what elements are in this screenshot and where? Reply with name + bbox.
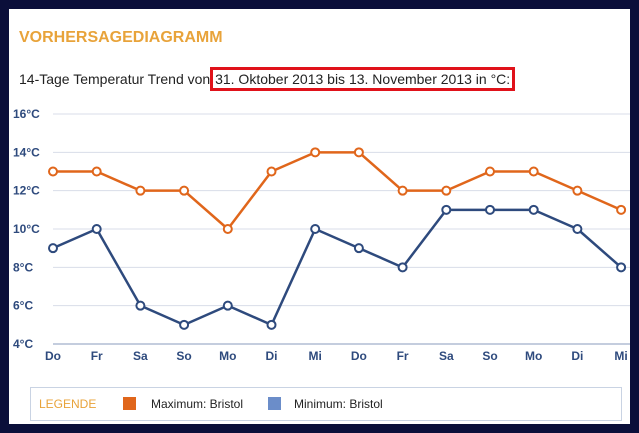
data-point-max xyxy=(266,166,277,177)
data-point-max xyxy=(616,204,627,215)
x-tick-label: Sa xyxy=(133,349,148,363)
data-point-min xyxy=(485,204,495,215)
y-tick-label: 4°C xyxy=(13,337,33,351)
data-point-min xyxy=(135,300,146,311)
data-point-min xyxy=(266,319,277,330)
x-tick-label: So xyxy=(176,349,191,363)
x-tick-label: Di xyxy=(266,349,278,363)
x-tick-label: Mo xyxy=(525,349,542,363)
data-point-min xyxy=(310,224,321,234)
x-tick-label: Fr xyxy=(397,349,409,363)
data-point-max xyxy=(528,166,539,177)
page-title: VORHERSAGEDIAGRAMM xyxy=(19,29,223,46)
data-point-min xyxy=(179,319,190,330)
data-point-min xyxy=(441,204,452,215)
x-tick-label: Sa xyxy=(439,349,454,363)
data-point-max xyxy=(135,185,146,196)
data-point-max xyxy=(222,224,233,234)
data-point-max xyxy=(397,185,408,196)
data-point-min xyxy=(397,262,408,273)
y-tick-label: 8°C xyxy=(13,260,33,274)
x-tick-label: So xyxy=(482,349,497,363)
data-point-max xyxy=(179,185,190,196)
x-tick-label: Do xyxy=(351,349,367,363)
x-tick-label: Mi xyxy=(614,349,627,363)
data-point-max xyxy=(441,185,452,196)
legend-title: LEGENDE xyxy=(39,397,97,411)
legend-swatch-max xyxy=(123,397,136,410)
x-tick-label: Mo xyxy=(219,349,236,363)
y-tick-label: 16°C xyxy=(13,107,40,121)
subtitle-prefix: 14-Tage Temperatur Trend von xyxy=(19,71,211,87)
chart-legend: LEGENDE Maximum: Bristol Minimum: Bristo… xyxy=(30,387,622,421)
legend-swatch-min xyxy=(268,397,281,410)
x-tick-label: Mi xyxy=(309,349,322,363)
data-point-min xyxy=(48,243,58,254)
x-tick-label: Do xyxy=(45,349,61,363)
data-point-min xyxy=(616,262,627,273)
data-point-min xyxy=(572,224,583,234)
series-line-min xyxy=(52,208,622,327)
date-range-highlight: 31. Oktober 2013 bis 13. November 2013 i… xyxy=(210,67,516,91)
data-point-min xyxy=(528,204,539,215)
data-point-max xyxy=(572,185,583,196)
forecast-panel: VORHERSAGEDIAGRAMM 14-Tage Temperatur Tr… xyxy=(9,9,630,424)
data-point-min xyxy=(353,243,364,254)
series-line-max xyxy=(53,151,622,231)
data-point-min xyxy=(91,224,102,234)
x-tick-label: Fr xyxy=(91,349,103,363)
legend-label-min: Minimum: Bristol xyxy=(294,397,383,411)
data-point-max xyxy=(48,166,58,177)
data-point-max xyxy=(485,166,495,177)
data-point-max xyxy=(310,147,321,158)
y-tick-label: 14°C xyxy=(13,145,40,159)
x-tick-label: Di xyxy=(571,349,583,363)
y-tick-label: 12°C xyxy=(13,184,40,198)
temperature-chart: 4°C 6°C 8°C 10°C 12°C 14°C 16°C Do Fr Sa So Mo Di Mi D… xyxy=(13,107,630,363)
y-tick-label: 6°C xyxy=(13,299,33,313)
data-point-max xyxy=(91,166,102,177)
y-tick-label: 10°C xyxy=(13,222,40,236)
data-point-max xyxy=(353,147,364,158)
legend-label-max: Maximum: Bristol xyxy=(151,397,244,411)
chart-subtitle: 14-Tage Temperatur Trend von 31. Oktober… xyxy=(19,67,516,91)
data-point-min xyxy=(222,300,233,311)
